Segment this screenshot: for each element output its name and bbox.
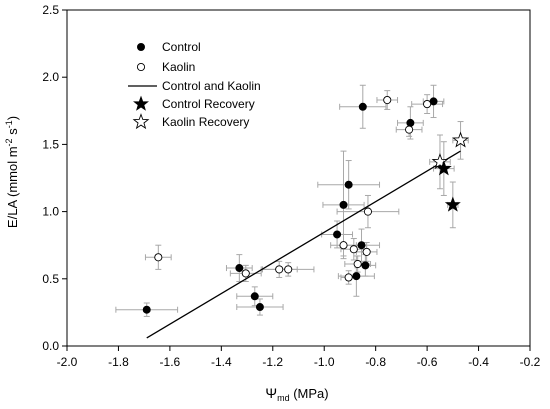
kaolin-point <box>154 253 163 262</box>
y-tick-label: 2.5 <box>42 3 59 17</box>
control-point <box>339 200 348 209</box>
control-point <box>352 272 361 281</box>
kaolin-point <box>339 241 348 250</box>
y-axis-title-sup1: -2 <box>4 138 14 146</box>
x-tick-label: -1.0 <box>314 355 335 369</box>
x-tick-label: -1.8 <box>108 355 129 369</box>
plot-frame <box>66 9 531 347</box>
legend-kaolin-symbol <box>136 62 146 72</box>
kaolin-point <box>383 95 392 105</box>
x-axis-title-unit: (MPa) <box>290 386 329 401</box>
x-tick-label: -0.6 <box>417 355 438 369</box>
control-point <box>250 292 259 301</box>
control-point <box>358 102 367 111</box>
legend-kaolin-recovery-symbol <box>132 113 150 130</box>
legend: Control Kaolin Control and Kaolin Control R… <box>128 40 261 130</box>
control-point <box>235 264 244 273</box>
y-axis-title-end: ) <box>5 116 20 120</box>
x-tick-label: -0.2 <box>520 355 541 369</box>
kaolin-point <box>353 259 362 269</box>
x-axis-title-symbol: Ψ <box>265 385 277 401</box>
kaolin-recovery-point <box>431 153 449 170</box>
regression-line <box>146 150 461 339</box>
regression-line-layer <box>146 150 461 339</box>
control-point <box>142 305 151 314</box>
kaolin-point <box>349 245 358 254</box>
x-tick-label: -1.2 <box>262 355 283 369</box>
legend-control-label: Control <box>162 40 201 54</box>
kaolin-point <box>363 207 373 216</box>
x-tick-label: -0.4 <box>468 355 489 369</box>
control-recovery-point <box>444 196 461 212</box>
kaolin-point <box>405 125 414 134</box>
x-axis-title-subscript: md <box>277 393 290 403</box>
control-point <box>361 261 370 270</box>
y-tick-label: 1.5 <box>42 137 59 151</box>
legend-kaolin-recovery-label: Kaolin Recovery <box>162 115 249 129</box>
kaolin-point <box>284 265 293 274</box>
legend-kaolin-label: Kaolin <box>162 60 195 74</box>
legend-control-and-kaolin-label: Control and Kaolin <box>162 79 261 93</box>
y-tick-label: 1.0 <box>42 205 59 219</box>
y-axis-title-main: E/LA (mmol m <box>5 146 20 228</box>
control-point <box>344 180 353 189</box>
control-recovery-point <box>435 160 452 176</box>
axes: -2.0 -1.8 -1.6 -1.4 -1.2 -1.0 -0.8 -0.6 -0.4 -0.2… <box>42 3 540 369</box>
kaolin-point <box>241 269 250 278</box>
x-tick-label: -0.8 <box>365 355 386 369</box>
legend-control-symbol <box>136 43 145 52</box>
kaolin-point <box>344 273 353 282</box>
axis-titles: Ψmd (MPa) E/LA (mmol m-2 s-1) <box>4 116 329 403</box>
kaolin-recovery-point <box>452 131 469 148</box>
control-point <box>255 303 264 312</box>
x-tick-label: -1.4 <box>211 355 232 369</box>
x-axis-title: Ψmd (MPa) <box>265 385 328 403</box>
x-tick-label: -2.0 <box>57 355 78 369</box>
legend-control-recovery-label: Control Recovery <box>162 97 255 111</box>
kaolin-point <box>275 265 284 274</box>
markers <box>142 95 469 314</box>
control-point <box>406 118 415 127</box>
control-point <box>357 241 366 250</box>
x-tick-label: -1.6 <box>160 355 181 369</box>
y-tick-label: 2.0 <box>42 70 59 84</box>
y-axis-title-sup2: -1 <box>4 120 14 128</box>
legend-control-recovery-symbol <box>133 95 149 111</box>
kaolin-point <box>423 100 432 109</box>
y-axis-title: E/LA (mmol m-2 s-1) <box>4 116 20 228</box>
y-axis-title-mid: s <box>5 128 20 139</box>
y-tick-label: 0.0 <box>42 339 59 353</box>
kaolin-point <box>362 247 371 256</box>
control-point <box>333 230 342 239</box>
y-tick-label: 0.5 <box>42 272 59 286</box>
